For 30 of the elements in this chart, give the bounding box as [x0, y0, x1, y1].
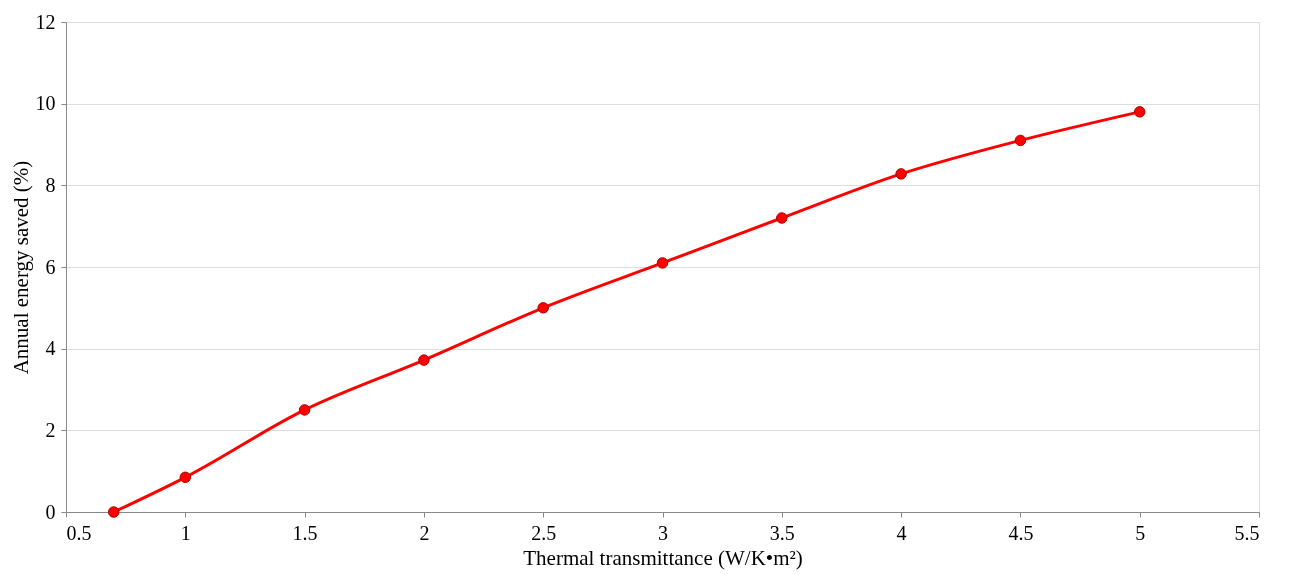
- point: [107, 506, 120, 518]
- point: [776, 212, 788, 224]
- point: [179, 471, 192, 484]
- y-tick-label: 6: [45, 255, 56, 278]
- point: [298, 404, 311, 416]
- y-tick-label: 0: [45, 500, 56, 523]
- x-tick-label: 0.5: [66, 521, 92, 544]
- y-axis-title: Annual energy saved (%): [8, 160, 33, 375]
- x-axis-title: Thermal transmittance (W/K•m²): [523, 545, 803, 570]
- x-tick-label: 1: [180, 521, 191, 544]
- y-tick-label: 4: [45, 337, 56, 360]
- x-tick-label: 1.5: [292, 521, 318, 544]
- point: [537, 302, 549, 314]
- x-tick-label: 5.5: [1234, 521, 1260, 544]
- point: [895, 168, 907, 180]
- x-tick-label: 5: [1135, 521, 1146, 544]
- point: [1014, 134, 1027, 147]
- point: [1133, 106, 1146, 118]
- x-tick-label: 4: [896, 521, 907, 544]
- x-tick-label: 3: [658, 521, 668, 544]
- y-tick-label: 10: [35, 92, 56, 115]
- y-tick-label: 2: [45, 418, 56, 441]
- y-tick-label: 8: [45, 173, 56, 196]
- y-tick-label: 12: [35, 10, 56, 33]
- x-tick-label: 4.5: [1008, 521, 1034, 544]
- x-tick-label: 2: [419, 521, 430, 544]
- point: [418, 354, 430, 366]
- x-tick-label: 2.5: [531, 521, 557, 544]
- x-tick-label: 3.5: [769, 521, 795, 544]
- point: [656, 257, 669, 269]
